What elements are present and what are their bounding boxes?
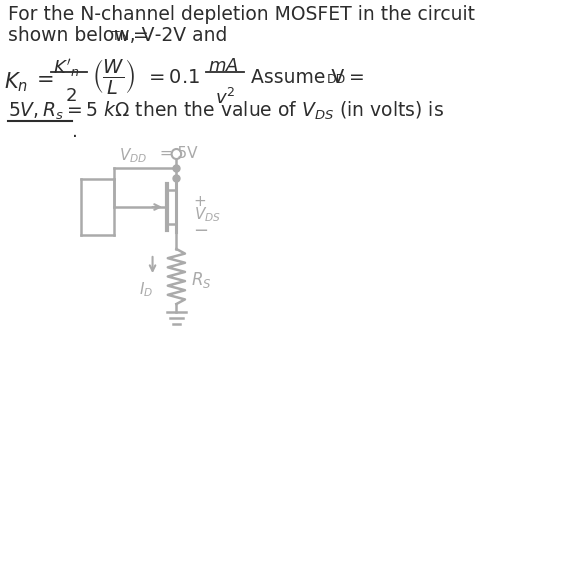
- Text: TN: TN: [112, 30, 128, 43]
- Text: .: .: [73, 122, 78, 141]
- Text: $= 0.1$: $= 0.1$: [145, 68, 200, 87]
- Text: = 5V: = 5V: [156, 146, 198, 161]
- Text: $\left(\dfrac{W}{L}\right)$: $\left(\dfrac{W}{L}\right)$: [92, 56, 135, 95]
- Text: $K'_n$: $K'_n$: [54, 57, 79, 79]
- Text: −: −: [194, 222, 209, 240]
- Text: $I_D$: $I_D$: [139, 280, 153, 299]
- Text: $mA$: $mA$: [208, 57, 238, 75]
- Text: $2$: $2$: [65, 87, 77, 105]
- Text: Assume V: Assume V: [251, 68, 344, 87]
- Text: $V_{DD}$: $V_{DD}$: [119, 146, 147, 164]
- Text: $v^2$: $v^2$: [214, 88, 235, 108]
- Text: +: +: [194, 194, 206, 209]
- Text: = -2V and: = -2V and: [127, 26, 227, 45]
- Text: shown below, V: shown below, V: [7, 26, 154, 45]
- Text: DD: DD: [327, 73, 346, 86]
- Text: $V_{DS}$: $V_{DS}$: [194, 205, 221, 224]
- Text: $=$: $=$: [32, 68, 54, 88]
- Text: For the N-channel depletion MOSFET in the circuit: For the N-channel depletion MOSFET in th…: [7, 5, 475, 24]
- Text: =: =: [343, 68, 365, 87]
- Text: $R_S$: $R_S$: [191, 270, 211, 289]
- Text: $K_n$: $K_n$: [4, 70, 28, 94]
- Text: $5V, R_s = 5\ k\Omega$ then the value of $V_{DS}$ (in volts) is: $5V, R_s = 5\ k\Omega$ then the value of…: [7, 100, 444, 122]
